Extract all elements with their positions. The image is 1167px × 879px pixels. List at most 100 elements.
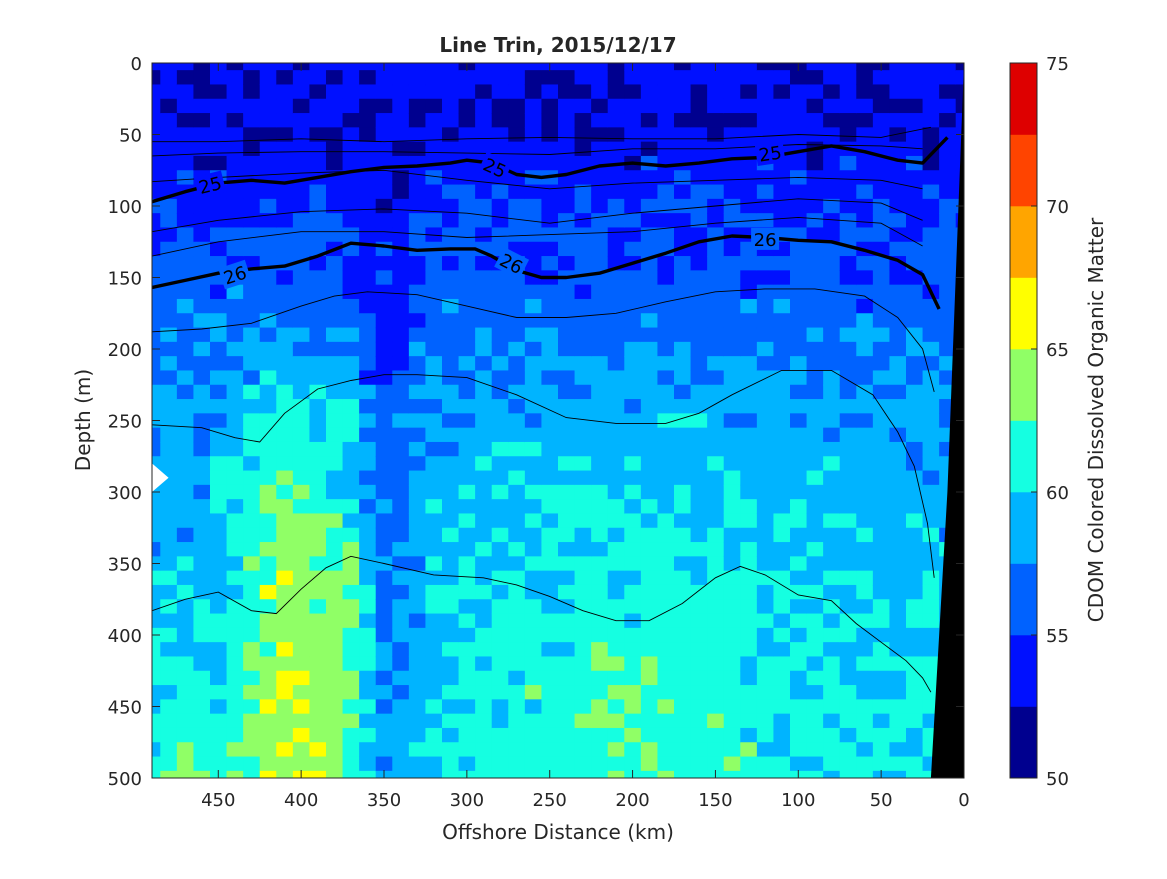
heatmap-cell — [442, 399, 460, 414]
heatmap-cell — [524, 399, 543, 414]
heatmap-cell — [657, 670, 675, 686]
heatmap-cell — [292, 413, 311, 429]
heatmap-cell — [524, 141, 543, 157]
heatmap-cell — [707, 298, 725, 314]
heatmap-cell — [425, 298, 443, 314]
heatmap-cell — [259, 556, 277, 572]
heatmap-cell — [152, 256, 161, 271]
heatmap-cell — [442, 384, 460, 400]
heatmap-cell — [756, 399, 775, 414]
heatmap-cell — [607, 470, 625, 486]
heatmap-cell — [160, 499, 178, 515]
heatmap-cell — [276, 670, 294, 686]
heatmap-cell — [508, 670, 526, 686]
heatmap-cell — [790, 184, 808, 200]
heatmap-cell — [392, 656, 410, 672]
heatmap-cell — [408, 313, 427, 329]
heatmap-cell — [607, 427, 625, 443]
isopycnal-line-thin — [152, 169, 923, 190]
heatmap-cell — [939, 84, 957, 100]
heatmap-cell — [906, 98, 924, 114]
heatmap-cell — [442, 756, 460, 772]
heatmap-cell — [491, 656, 509, 672]
heatmap-cell — [856, 670, 874, 686]
heatmap-cell — [359, 770, 377, 778]
heatmap-cell — [309, 685, 327, 700]
heatmap-cell — [607, 513, 625, 529]
heatmap-cell — [740, 599, 758, 615]
heatmap-cell — [210, 556, 228, 572]
heatmap-cell — [326, 456, 344, 472]
heatmap-cell — [226, 427, 244, 443]
heatmap-cell — [640, 270, 659, 286]
heatmap-cell — [524, 713, 543, 729]
heatmap-cell — [740, 198, 758, 214]
heatmap-cell — [475, 341, 493, 357]
heatmap-cell — [624, 284, 642, 300]
heatmap-cell — [640, 98, 659, 114]
heatmap-cell — [152, 656, 161, 672]
heatmap-cell — [408, 270, 427, 286]
heatmap-cell — [906, 642, 924, 658]
isopycnal-line-thin — [152, 198, 923, 233]
heatmap-cell — [723, 256, 741, 271]
heatmap-cell — [292, 84, 311, 100]
heatmap-cell — [326, 742, 344, 758]
heatmap-cell — [508, 441, 526, 457]
heatmap-cell — [906, 527, 924, 543]
heatmap-cell — [152, 313, 161, 329]
heatmap-cell — [408, 256, 427, 271]
heatmap-cell — [152, 113, 161, 128]
heatmap-cell — [359, 184, 377, 200]
heatmap-cell — [657, 84, 675, 100]
heatmap-cell — [574, 241, 592, 257]
heatmap-cell — [442, 499, 460, 515]
heatmap-cell — [872, 699, 891, 715]
heatmap-cell — [939, 155, 957, 171]
heatmap-cell — [773, 627, 791, 643]
heatmap-cell — [591, 441, 609, 457]
heatmap-cell — [152, 670, 161, 686]
heatmap-cell — [292, 227, 311, 243]
heatmap-cell — [790, 470, 808, 486]
heatmap-cell — [392, 370, 410, 386]
heatmap-cell — [176, 198, 195, 214]
heatmap-cell — [408, 627, 427, 643]
heatmap-cell — [243, 513, 261, 529]
heatmap-cell — [574, 356, 592, 372]
heatmap-cell — [226, 713, 244, 729]
heatmap-cell — [359, 413, 377, 429]
heatmap-cell — [276, 370, 294, 386]
heatmap-cell — [674, 127, 692, 143]
heatmap-cell — [342, 399, 360, 414]
heatmap-cell — [392, 170, 410, 186]
heatmap-cell — [674, 427, 692, 443]
heatmap-cell — [839, 527, 857, 543]
heatmap-cell — [309, 470, 327, 486]
heatmap-cell — [508, 370, 526, 386]
heatmap-cell — [607, 584, 625, 600]
x-tick-label: 50 — [870, 790, 893, 811]
heatmap-cell — [856, 427, 874, 443]
heatmap-cell — [226, 98, 244, 114]
heatmap-cell — [773, 384, 791, 400]
heatmap-cell — [491, 527, 509, 543]
heatmap-cell — [309, 627, 327, 643]
heatmap-cell — [624, 198, 642, 214]
heatmap-cell — [607, 384, 625, 400]
heatmap-cell — [508, 456, 526, 472]
heatmap-cell — [276, 470, 294, 486]
heatmap-cell — [690, 298, 708, 314]
heatmap-cell — [243, 98, 261, 114]
heatmap-cell — [524, 427, 543, 443]
heatmap-cell — [823, 484, 841, 500]
heatmap-cell — [707, 513, 725, 529]
heatmap-cell — [823, 570, 841, 586]
heatmap-cell — [939, 227, 957, 243]
heatmap-cell — [856, 584, 874, 600]
heatmap-cell — [475, 556, 493, 572]
heatmap-cell — [342, 227, 360, 243]
heatmap-cell — [624, 756, 642, 772]
heatmap-cell — [458, 98, 476, 114]
